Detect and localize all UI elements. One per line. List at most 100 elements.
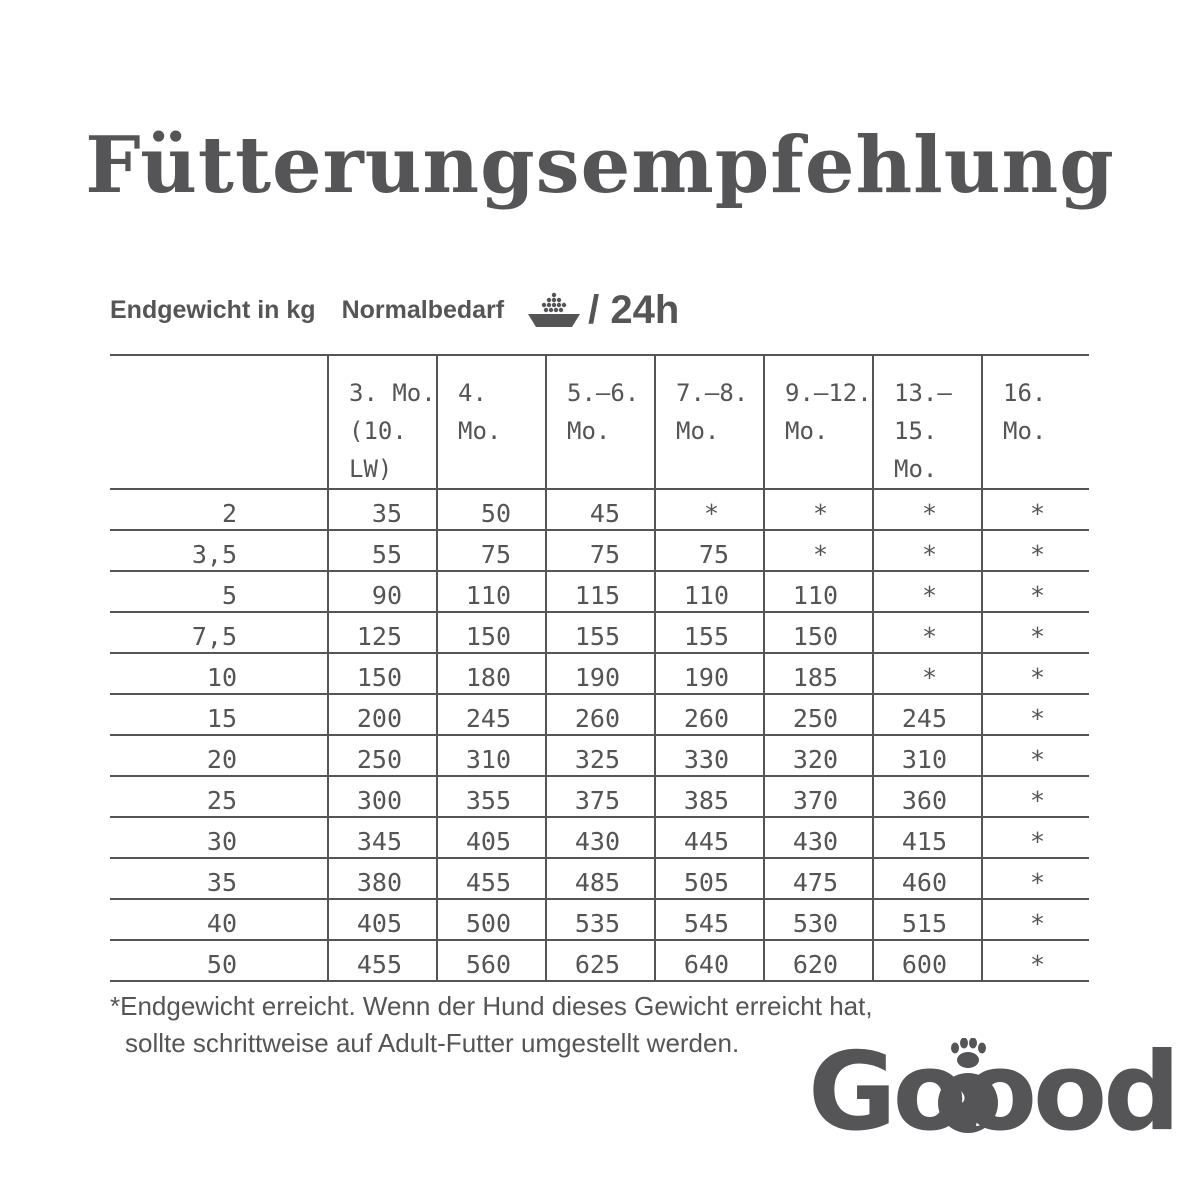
value-cell: *: [763, 489, 873, 531]
weight-label: Endgewicht in kg: [110, 296, 316, 324]
value-cell: 190: [654, 653, 764, 695]
value-cell: 505: [654, 858, 764, 900]
value-cell: *: [872, 612, 982, 654]
table-row: 40 405 500 535 545 530 515 *: [110, 899, 1089, 941]
column-header: 5.–6. Mo.: [545, 354, 655, 490]
table-row: 35 380 455 485 505 475 460 *: [110, 858, 1089, 900]
table-body: 2 35 50 45 * * * * 3,5 55 75 75 75 * * * 5 90 110 115 110 110…: [110, 489, 1089, 982]
column-header: 13.–15. Mo.: [872, 354, 982, 490]
value-cell: *: [981, 694, 1089, 736]
value-cell: *: [872, 530, 982, 572]
weight-cell: 7,5: [110, 612, 328, 654]
value-cell: 245: [872, 694, 982, 736]
table-row: 2 35 50 45 * * * *: [110, 489, 1089, 531]
value-cell: 300: [327, 776, 437, 818]
value-cell: 375: [545, 776, 655, 818]
table-row: 15 200 245 260 260 250 245 *: [110, 694, 1089, 736]
value-cell: 200: [327, 694, 437, 736]
value-cell: 380: [327, 858, 437, 900]
value-cell: *: [981, 530, 1089, 572]
value-cell: 110: [654, 571, 764, 613]
value-cell: *: [981, 899, 1089, 941]
value-cell: 345: [327, 817, 437, 859]
header-blank-cell: [110, 354, 328, 490]
page-title: Fütterungsempfehlung: [85, 120, 1115, 212]
value-cell: 620: [763, 940, 873, 982]
value-cell: *: [981, 653, 1089, 695]
value-cell: 370: [763, 776, 873, 818]
value-cell: *: [981, 940, 1089, 982]
value-cell: 90: [327, 571, 437, 613]
column-header: 9.–12. Mo.: [763, 354, 873, 490]
value-cell: 600: [872, 940, 982, 982]
value-cell: *: [654, 489, 764, 531]
value-cell: 180: [436, 653, 546, 695]
weight-cell: 10: [110, 653, 328, 695]
value-cell: 55: [327, 530, 437, 572]
brand-logo: Goood: [808, 1038, 1181, 1148]
value-cell: 405: [327, 899, 437, 941]
value-cell: 250: [763, 694, 873, 736]
value-cell: 150: [327, 653, 437, 695]
normal-demand-label: Normalbedarf: [341, 296, 505, 324]
value-cell: 50: [436, 489, 546, 531]
table-row: 30 345 405 430 445 430 415 *: [110, 817, 1089, 859]
value-cell: 110: [763, 571, 873, 613]
value-cell: 115: [545, 571, 655, 613]
value-cell: *: [981, 858, 1089, 900]
value-cell: *: [981, 571, 1089, 613]
column-header: 16. Mo.: [981, 354, 1089, 490]
weight-cell: 3,5: [110, 530, 328, 572]
value-cell: 475: [763, 858, 873, 900]
value-cell: *: [872, 653, 982, 695]
logo-text: Goood: [808, 1030, 1181, 1155]
value-cell: 35: [327, 489, 437, 531]
value-cell: 640: [654, 940, 764, 982]
value-cell: 485: [545, 858, 655, 900]
globe-icon: [938, 1073, 998, 1133]
value-cell: 455: [436, 858, 546, 900]
value-cell: 320: [763, 735, 873, 777]
value-cell: 155: [545, 612, 655, 654]
column-header: 4. Mo.: [436, 354, 546, 490]
value-cell: 415: [872, 817, 982, 859]
bowl-icon: [526, 291, 582, 331]
weight-cell: 50: [110, 940, 328, 982]
value-cell: 190: [545, 653, 655, 695]
value-cell: 460: [872, 858, 982, 900]
value-cell: 45: [545, 489, 655, 531]
value-cell: 75: [654, 530, 764, 572]
value-cell: 455: [327, 940, 437, 982]
value-cell: 150: [436, 612, 546, 654]
column-header: 3. Mo. (10. LW): [327, 354, 437, 490]
column-header: 7.–8. Mo.: [654, 354, 764, 490]
value-cell: 500: [436, 899, 546, 941]
weight-cell: 15: [110, 694, 328, 736]
value-cell: 530: [763, 899, 873, 941]
value-cell: 310: [872, 735, 982, 777]
value-cell: 385: [654, 776, 764, 818]
value-cell: 155: [654, 612, 764, 654]
table-row: 25 300 355 375 385 370 360 *: [110, 776, 1089, 818]
value-cell: 150: [763, 612, 873, 654]
value-cell: 75: [545, 530, 655, 572]
value-cell: 330: [654, 735, 764, 777]
value-cell: 430: [763, 817, 873, 859]
footnote-line-2: sollte schrittweise auf Adult-Futter umg…: [125, 1028, 740, 1058]
value-cell: 260: [545, 694, 655, 736]
value-cell: 325: [545, 735, 655, 777]
value-cell: 445: [654, 817, 764, 859]
value-cell: *: [981, 612, 1089, 654]
value-cell: 515: [872, 899, 982, 941]
value-cell: *: [981, 817, 1089, 859]
weight-cell: 2: [110, 489, 328, 531]
value-cell: 405: [436, 817, 546, 859]
value-cell: 535: [545, 899, 655, 941]
table-header-row: 3. Mo. (10. LW) 4. Mo. 5.–6. Mo. 7.–8. Mo. 9…: [110, 354, 1089, 490]
value-cell: 250: [327, 735, 437, 777]
value-cell: *: [981, 735, 1089, 777]
table-subheader: Endgewicht in kg Normalbedarf / 24h: [110, 288, 679, 333]
value-cell: 125: [327, 612, 437, 654]
value-cell: *: [981, 776, 1089, 818]
footnote-line-1: *Endgewicht erreicht. Wenn der Hund dies…: [110, 991, 873, 1021]
